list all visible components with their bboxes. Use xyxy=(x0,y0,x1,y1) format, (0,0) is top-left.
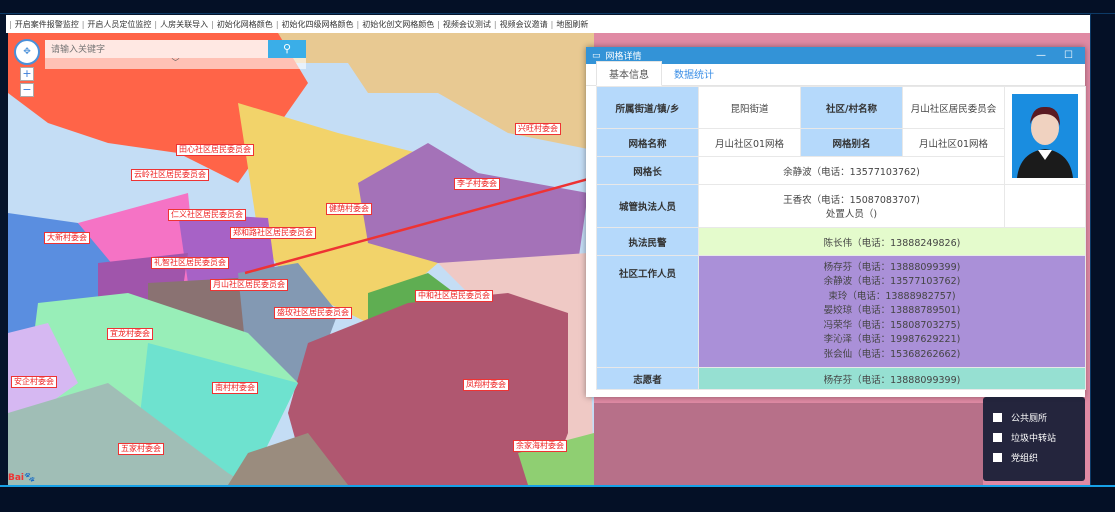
volunteer-label: 志愿者 xyxy=(596,367,699,390)
zoom-out-button[interactable]: − xyxy=(20,83,34,97)
region-olive xyxy=(228,433,348,485)
dialog-title: 网格详情 xyxy=(605,52,642,62)
grid-label[interactable]: 五家村委会 xyxy=(118,443,164,455)
tab-data-stats[interactable]: 数据统计 xyxy=(674,70,714,81)
menu-item[interactable]: 初始化网格颜色 xyxy=(216,19,273,29)
grid-label[interactable]: 余家海村委会 xyxy=(513,440,567,452)
legend-label: 垃圾中转站 xyxy=(1011,433,1057,444)
search-icon: ⚲ xyxy=(282,42,292,55)
checkbox-public-toilet[interactable] xyxy=(993,412,1002,422)
street-value: 昆阳街道 xyxy=(698,86,801,129)
baidu-logo: Bai🐾 xyxy=(8,473,36,483)
grid-label[interactable]: 云岭社区居民委员会 xyxy=(131,169,209,181)
menu-item[interactable]: 视频会议邀请 xyxy=(499,19,548,29)
map-layer-legend: 公共厕所 垃圾中转站 党组织 xyxy=(983,397,1085,481)
top-menu: | 开启案件报警监控 | 开启人员定位监控 | 人房关联导入 | 初始化网格颜色 | 初始化四级网… xyxy=(6,15,1090,33)
grid-alias-value: 月山社区01网格 xyxy=(902,128,1005,157)
staff-list: 杨存芬（电话：13888099399) 余静波（电话：13577103762) 束玲… xyxy=(698,255,1086,368)
menu-item[interactable]: 人房关联导入 xyxy=(160,19,209,29)
grid-detail-dialog: ▭ 网格详情 — ☐ 基本信息 数据统计 所属街道/镇/乡 昆阳街道 社区/村名称… xyxy=(586,47,1086,397)
enforcer-label: 城管执法人员 xyxy=(596,184,699,228)
menu-item[interactable]: 初始化四级网格颜色 xyxy=(281,19,354,29)
menu-separator: | xyxy=(550,19,554,29)
leader-value: 余静波（电话：13577103762) xyxy=(698,156,1005,185)
minimize-button[interactable]: — xyxy=(1036,50,1047,61)
grid-label[interactable]: 兴旺村委会 xyxy=(515,123,561,135)
handler-value: 处置人员（) xyxy=(825,209,878,220)
menu-item[interactable]: 初始化创文网格颜色 xyxy=(362,19,435,29)
zoom-in-button[interactable]: + xyxy=(20,67,34,81)
staff-label: 社区工作人员 xyxy=(596,255,699,368)
search-input[interactable] xyxy=(45,40,268,58)
menu-item[interactable]: 视频会议测试 xyxy=(442,19,491,29)
grid-label[interactable]: 健荫村委会 xyxy=(326,203,372,215)
staff-member: 李沁泽（电话：19987629221) xyxy=(823,334,961,346)
grid-label[interactable]: 郑和路社区居民委员会 xyxy=(230,227,316,239)
volunteer-value: 杨存芬（电话：13888099399) xyxy=(698,367,1086,390)
grid-name-value: 月山社区01网格 xyxy=(698,128,801,157)
menu-separator: | xyxy=(356,19,360,29)
staff-member: 晏姣琼（电话：13888789501) xyxy=(823,305,961,317)
menu-separator: | xyxy=(211,19,214,29)
region-purple-right xyxy=(358,143,588,283)
staff-member: 束玲（电话：13888982757) xyxy=(828,290,956,302)
region-mauve xyxy=(594,403,983,485)
dialog-tabs: 基本信息 数据统计 xyxy=(586,61,1085,86)
menu-item[interactable]: 开启案件报警监控 xyxy=(14,19,79,29)
checkbox-party-org[interactable] xyxy=(993,452,1002,462)
window-icon: ▭ xyxy=(592,50,601,61)
grid-label[interactable]: 月山社区居民委员会 xyxy=(210,279,288,291)
pan-control-icon[interactable]: ✥ xyxy=(14,39,40,65)
grid-leader-photo xyxy=(1012,93,1078,178)
leader-label: 网格长 xyxy=(596,156,699,185)
frame-bottom xyxy=(0,485,1115,512)
grid-label[interactable]: 田心社区居民委员会 xyxy=(176,144,254,156)
legend-label: 公共厕所 xyxy=(1011,413,1048,424)
staff-member: 余静波（电话：13577103762) xyxy=(823,276,961,288)
search-expand-toggle[interactable]: ﹀ xyxy=(45,58,306,69)
staff-member: 冯荣华（电话：15808703275) xyxy=(823,319,961,331)
menu-separator: | xyxy=(275,19,279,29)
staff-member: 杨存芬（电话：13888099399) xyxy=(823,261,961,273)
frame-top xyxy=(0,0,1115,14)
region-lightgreen xyxy=(518,433,594,485)
menu-item[interactable]: 地图刷新 xyxy=(556,19,589,29)
grid-label[interactable]: 李子村委会 xyxy=(454,178,500,190)
menu-separator: | xyxy=(154,19,158,29)
community-value: 月山社区居民委员会 xyxy=(902,86,1005,129)
search-button[interactable]: ⚲ xyxy=(268,40,306,58)
grid-label[interactable]: 南村村委会 xyxy=(212,382,258,394)
region-gray xyxy=(8,383,248,485)
checkbox-garbage-station[interactable] xyxy=(993,432,1002,442)
grid-label[interactable]: 盛玫社区居民委员会 xyxy=(274,307,352,319)
menu-item[interactable]: 开启人员定位监控 xyxy=(87,19,152,29)
enforcer-value: 王香农（电话：15087083707) xyxy=(783,195,920,206)
grid-label[interactable]: 礼智社区居民委员会 xyxy=(151,257,229,269)
police-value: 陈长伟（电话：13888249826) xyxy=(698,227,1086,256)
legend-label: 党组织 xyxy=(1011,453,1039,464)
maximize-button[interactable]: ☐ xyxy=(1064,50,1073,61)
grid-name-label: 网格名称 xyxy=(596,128,699,157)
menu-separator: | xyxy=(9,19,12,29)
tab-basic-info[interactable]: 基本信息 xyxy=(596,61,662,86)
grid-label[interactable]: 大新村委会 xyxy=(44,232,90,244)
region-crimson xyxy=(288,293,568,485)
staff-member: 张会仙（电话：15368262662) xyxy=(823,348,961,360)
chevron-down-icon: ﹀ xyxy=(171,58,180,67)
menu-separator: | xyxy=(437,19,440,29)
menu-separator: | xyxy=(81,19,85,29)
grid-info-table: 所属街道/镇/乡 昆阳街道 社区/村名称 月山社区居民委员会 网格名称 月山社区… xyxy=(596,86,1086,390)
community-label: 社区/村名称 xyxy=(800,86,903,129)
dialog-title-bar: ▭ 网格详情 — ☐ xyxy=(586,47,1085,64)
police-label: 执法民警 xyxy=(596,227,699,256)
grid-label[interactable]: 中和社区居民委员会 xyxy=(415,290,493,302)
menu-separator: | xyxy=(493,19,497,29)
grid-label[interactable]: 凤翔村委会 xyxy=(463,379,509,391)
frame-right xyxy=(1090,14,1115,485)
grid-alias-label: 网格别名 xyxy=(800,128,903,157)
street-label: 所属街道/镇/乡 xyxy=(596,86,699,129)
grid-label[interactable]: 宜龙村委会 xyxy=(107,328,153,340)
grid-label[interactable]: 仁义社区居民委员会 xyxy=(168,209,246,221)
grid-label[interactable]: 安企村委会 xyxy=(11,376,57,388)
